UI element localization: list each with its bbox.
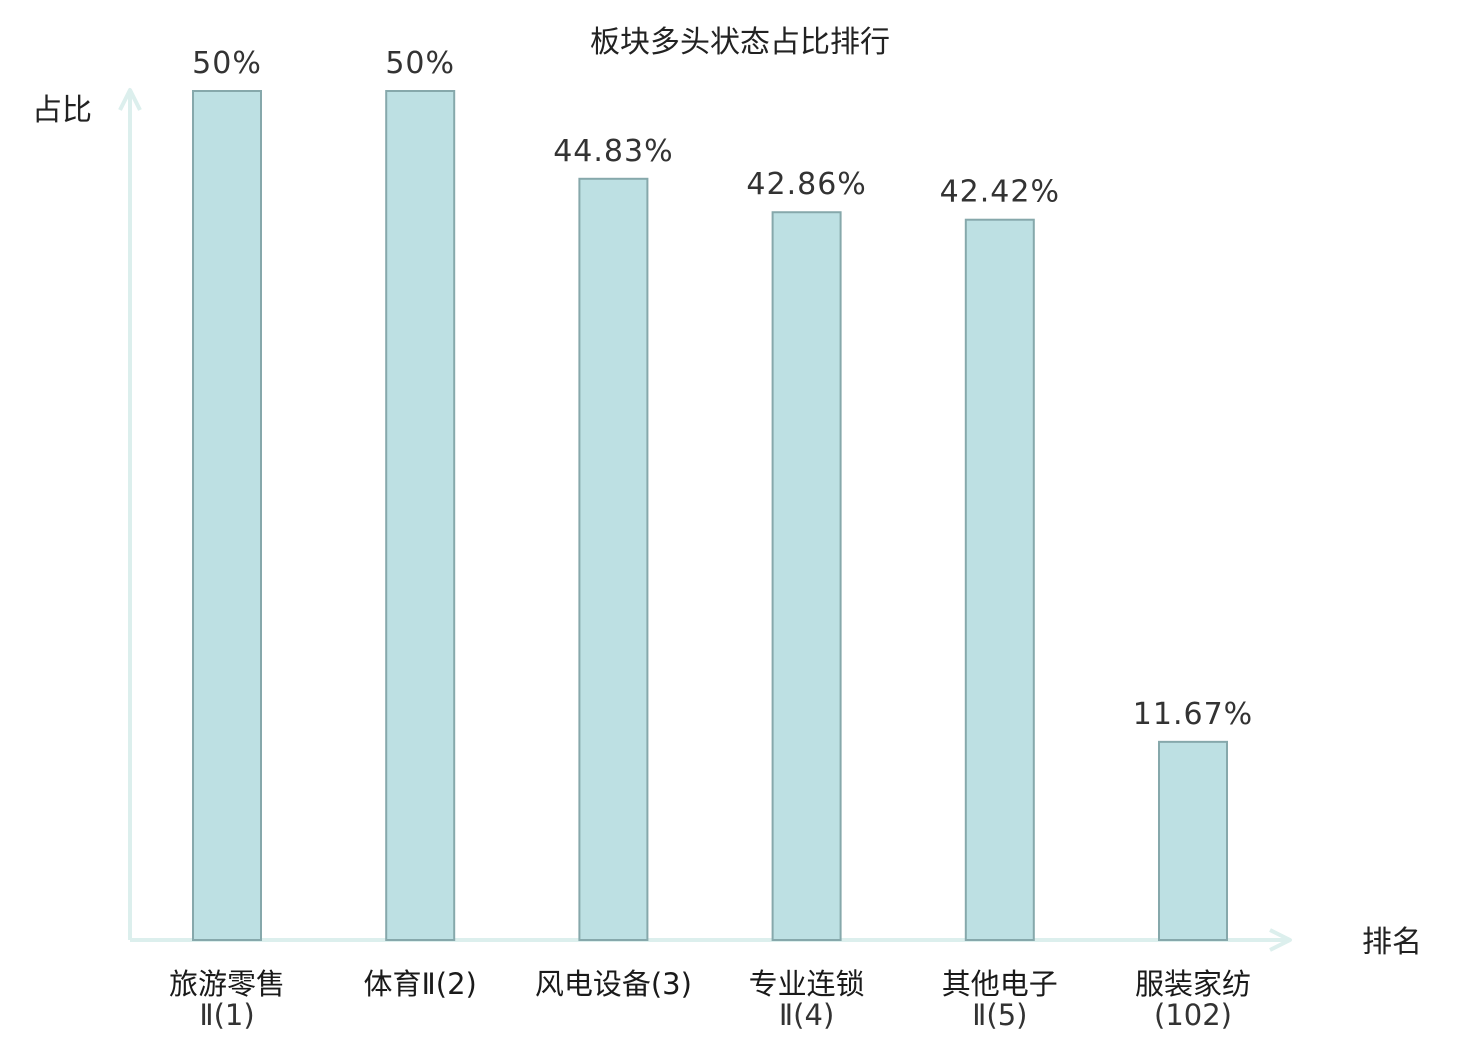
category-label: 专业连锁: [749, 967, 865, 1001]
category-label-suffix: (3): [651, 967, 692, 1001]
bars-group: [192, 90, 1228, 942]
category-label-name: 风电设备: [535, 967, 651, 1001]
bar: [964, 218, 1035, 942]
bar: [192, 90, 262, 941]
category-label: 风电设备(3): [535, 967, 692, 1001]
bar: [771, 211, 842, 942]
category-label-suffix: Ⅱ(5): [972, 998, 1027, 1032]
value-label: 11.67%: [1133, 697, 1253, 732]
value-labels-group: 50% 50% 44.83% 42.86% 42.42% 11.67%: [192, 46, 1253, 732]
axes: [118, 88, 1292, 952]
category-label-suffix: Ⅱ(2): [422, 967, 477, 1001]
value-label: 42.86%: [746, 167, 866, 202]
bar: [1158, 740, 1228, 941]
chart-title: 板块多头状态占比排行: [590, 25, 890, 60]
y-axis-arrow: [118, 88, 142, 111]
category-label: 服装家纺: [1135, 967, 1251, 1001]
x-axis-arrow: [1269, 928, 1292, 952]
bar: [385, 90, 456, 941]
value-label: 42.42%: [940, 175, 1060, 210]
category-label-suffix: (102): [1154, 998, 1232, 1032]
bar: [578, 177, 649, 941]
x-axis-label: 排名: [1362, 925, 1422, 960]
category-label-suffix: Ⅱ(4): [779, 998, 834, 1032]
category-label-suffix: Ⅱ(1): [199, 998, 254, 1032]
category-label: 旅游零售: [169, 967, 285, 1001]
value-label: 50%: [192, 46, 262, 81]
category-label: 其他电子: [942, 967, 1058, 1001]
value-label: 50%: [385, 46, 455, 81]
category-label-name: 体育: [364, 967, 422, 1001]
category-label: 体育Ⅱ(2): [364, 967, 477, 1001]
value-label: 44.83%: [553, 134, 673, 169]
y-axis-label: 占比: [32, 93, 92, 128]
